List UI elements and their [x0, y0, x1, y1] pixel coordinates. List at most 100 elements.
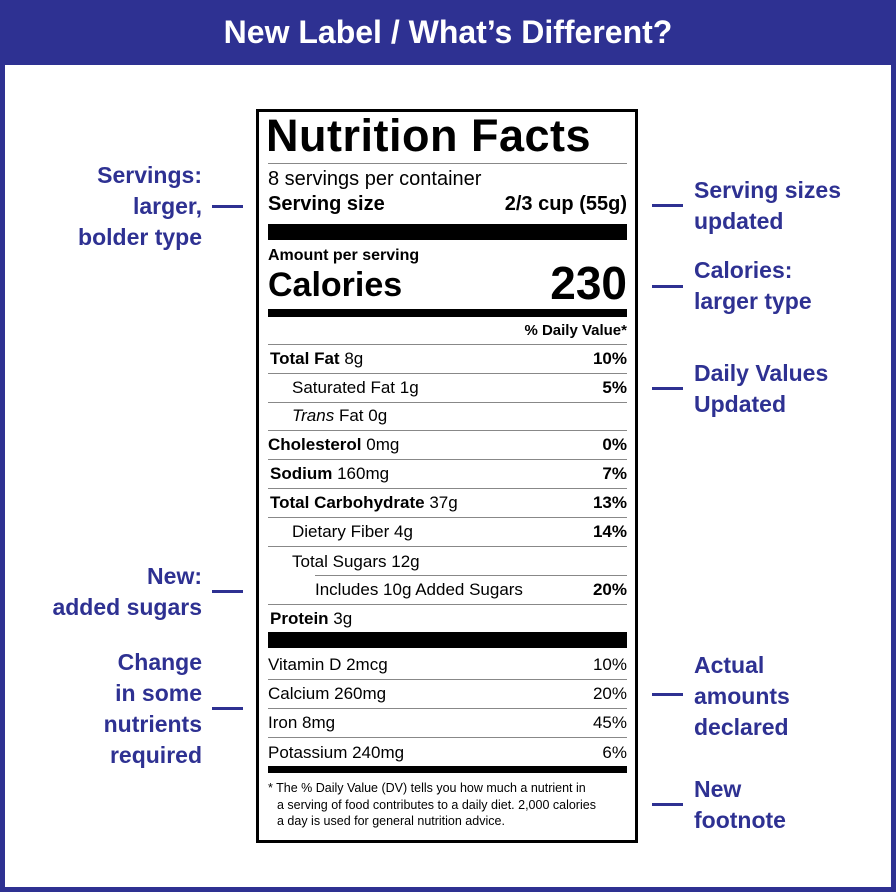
nutrient-dv: 14% — [592, 522, 627, 541]
annotation: New: added sugars — [52, 561, 202, 623]
annotation: Daily Values Updated — [694, 358, 828, 420]
annotation: Change in some nutrients required — [104, 647, 202, 771]
connector — [652, 803, 683, 806]
annotation-line: nutrients — [103, 711, 202, 737]
annotation: Servings: larger, bolder type — [78, 160, 202, 253]
dv-header: % Daily Value* — [524, 322, 627, 339]
nutrient-name: Total Sugars — [292, 551, 387, 571]
nutrition-label — [256, 109, 638, 843]
annotation: New footnote — [694, 774, 786, 836]
nutrient-amount: 37g — [429, 493, 458, 512]
thick-bar — [268, 224, 627, 240]
annotation-line: Actual — [694, 652, 765, 678]
medium-bar — [268, 766, 627, 773]
nutrient-row: Sodium 160mg 7% — [268, 460, 627, 489]
nutrient-name: Saturated Fat — [292, 378, 396, 397]
nutrient-dv: 20% — [592, 580, 627, 599]
nutrient-amount: 8g — [344, 349, 364, 368]
nutrient-row: Trans Fat 0g — [268, 402, 627, 431]
serving-size-label: Serving size — [268, 193, 385, 215]
annotation-line: updated — [694, 208, 784, 234]
annotation-line: larger type — [694, 288, 812, 314]
vitamin-name: Potassium 240mg — [268, 742, 405, 762]
annotation-line: Updated — [694, 391, 786, 417]
nutrient-amount: 1g — [399, 378, 419, 397]
nutrient-dv: 10% — [592, 349, 627, 368]
annotation-line: in some — [115, 680, 202, 706]
divider — [268, 344, 627, 345]
vitamin-row: Potassium 240mg 6% — [268, 738, 627, 767]
connector — [652, 693, 683, 696]
annotation-line: added sugars — [52, 594, 202, 620]
connector — [212, 205, 243, 208]
vitamin-dv: 20% — [592, 684, 627, 703]
annotation-line: Serving sizes — [694, 177, 842, 203]
nutrient-amount: 4g — [394, 522, 413, 541]
annotation-line: Calories: — [694, 257, 793, 283]
vitamin-row: Iron 8mg 45% — [268, 709, 627, 738]
nutrient-dv: 13% — [592, 493, 627, 512]
vitamin-row: Calcium 260mg 20% — [268, 680, 627, 709]
nutrient-qualifier: Trans — [292, 406, 335, 425]
annotation-line: larger, — [132, 193, 202, 219]
nutrient-name: Total Fat — [270, 349, 340, 368]
annotation-line: footnote — [694, 807, 786, 833]
vitamin-row: Vitamin D 2mcg 10% — [268, 651, 627, 680]
nutrient-row: Includes 10g Added Sugars 20% — [268, 576, 627, 605]
footnote-line: * The % Daily Value (DV) tells you how m… — [268, 781, 586, 795]
nutrient-name: Includes 10g Added Sugars — [315, 580, 523, 599]
footnote-line: a day is used for general nutrition advi… — [277, 814, 505, 828]
nutrient-name: Dietary Fiber — [292, 522, 390, 541]
nutrient-amount: 3g — [333, 608, 353, 628]
connector — [652, 285, 683, 288]
nutrient-name: Total Carbohydrate — [270, 493, 425, 512]
nutrient-row: Protein 3g — [268, 605, 627, 632]
vitamin-dv: 45% — [592, 713, 627, 732]
serving-size-value: 2/3 cup (55g) — [504, 193, 627, 215]
annotation-line: New — [694, 776, 742, 802]
annotation: Serving sizes updated — [694, 175, 841, 237]
annotation-line: amounts — [694, 683, 790, 709]
divider — [268, 163, 627, 164]
nutrient-name: Fat — [338, 406, 364, 425]
nutrient-amount: 0mg — [366, 435, 400, 454]
divider — [315, 575, 627, 576]
header: New Label / What’s Different? — [0, 0, 896, 65]
calories-value: 230 — [550, 257, 627, 309]
vitamin-dv: 6% — [602, 742, 627, 762]
vitamin-name: Calcium 260mg — [268, 684, 387, 703]
nutrient-amount: 160mg — [337, 464, 390, 483]
annotation: Calories: larger type — [694, 255, 812, 317]
nutrient-name: Protein — [270, 608, 329, 628]
nutrient-amount: 0g — [368, 406, 388, 425]
connector — [212, 590, 243, 593]
nutrient-name: Sodium — [270, 464, 333, 483]
annotation-line: required — [109, 742, 202, 768]
nutrient-row: Saturated Fat 1g 5% — [268, 374, 627, 403]
vitamin-name: Vitamin D 2mcg — [268, 655, 388, 674]
annotation-line: Daily Values — [694, 360, 829, 386]
connector — [652, 387, 683, 390]
nutrient-dv: 0% — [602, 435, 627, 454]
vitamin-dv: 10% — [592, 655, 627, 674]
annotation-line: declared — [694, 714, 789, 740]
calories-label: Calories — [268, 266, 403, 304]
nutrient-dv: 5% — [602, 378, 627, 397]
medium-bar — [268, 309, 627, 317]
nutrient-dv: 7% — [602, 464, 627, 483]
vitamin-name: Iron 8mg — [268, 713, 336, 732]
nutrient-row: Total Carbohydrate 37g 13% — [268, 489, 627, 518]
label-title: Nutrition Facts — [266, 110, 592, 161]
annotation: Actual amounts declared — [694, 650, 790, 743]
connector — [652, 204, 683, 207]
servings: 8 servings per container — [268, 168, 482, 190]
annotation-line: bolder type — [78, 224, 202, 250]
thick-bar — [268, 632, 627, 648]
nutrient-name: Cholesterol — [268, 435, 362, 454]
annotation-line: New: — [147, 563, 202, 589]
nutrient-row: Total Sugars 12g — [268, 547, 627, 576]
annotation-line: Servings: — [97, 162, 202, 188]
amount-per-serving: Amount per serving — [268, 247, 420, 264]
nutrient-amount: 12g — [391, 551, 420, 571]
